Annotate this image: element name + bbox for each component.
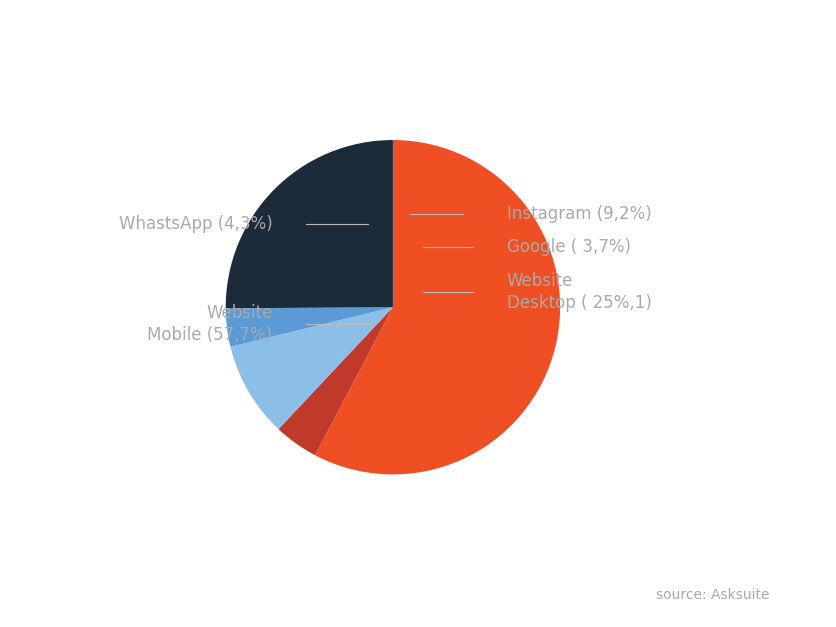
Text: Website
Desktop ( 25%,1): Website Desktop ( 25%,1) [507,272,651,312]
Text: Instagram (9,2%): Instagram (9,2%) [507,204,651,223]
Wedge shape [315,140,560,475]
Wedge shape [231,307,393,429]
Wedge shape [226,140,393,308]
Text: source: Asksuite: source: Asksuite [655,588,769,602]
Wedge shape [226,307,393,347]
Text: Google ( 3,7%): Google ( 3,7%) [507,238,630,256]
Text: WhastsApp (4,3%): WhastsApp (4,3%) [119,214,273,233]
Text: Website
Mobile (57,7%): Website Mobile (57,7%) [147,304,273,344]
Wedge shape [278,307,393,455]
